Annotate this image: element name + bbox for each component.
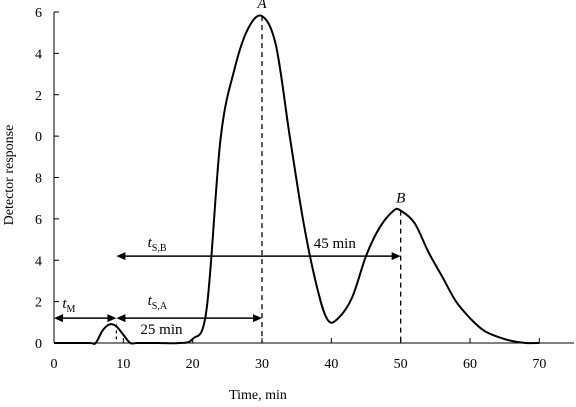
x-tick-label: 40 [324, 357, 338, 372]
y-tick-label: 4 [35, 47, 42, 62]
tsa-arrow [116, 314, 262, 323]
peak-a-label: A [256, 0, 267, 12]
x-tick-label: 20 [186, 357, 200, 372]
y-tick-label: 4 [35, 254, 42, 269]
x-axis-ticks: 0 10 20 30 40 50 60 70 [51, 338, 546, 372]
x-tick-label: 10 [116, 357, 130, 372]
tm-arrow [54, 314, 117, 323]
tsb-label: tS,B [148, 235, 167, 254]
tm-label: tM [62, 296, 75, 315]
retention-annotations: A BtS,B tS,A tM 45 min 25 min [54, 0, 405, 343]
y-tick-label: 0 [35, 130, 42, 145]
y-tick-label: 6 [35, 213, 42, 228]
tsb-arrow [116, 252, 401, 261]
x-axis-label: Time, min [229, 388, 287, 403]
y-tick-label: 2 [35, 296, 42, 311]
y-tick-label: 6 [35, 6, 42, 21]
detector-trace-line [54, 14, 540, 345]
x-tick-label: 60 [463, 357, 477, 372]
tsa-label: tS,A [148, 293, 168, 312]
x-tick-label: 70 [532, 357, 546, 372]
y-axis-label: Detector response [2, 125, 17, 226]
y-tick-label: 8 [35, 172, 42, 187]
x-tick-label: 30 [255, 357, 269, 372]
axes [53, 12, 574, 344]
y-tick-label: 2 [35, 89, 42, 104]
y-axis-ticks: 0 2 4 6 8 0 2 4 6 [35, 6, 59, 352]
x-tick-label: 50 [394, 357, 408, 372]
x-tick-label: 0 [51, 357, 58, 372]
t25-label: 25 min [140, 322, 183, 338]
t45-label: 45 min [314, 236, 357, 252]
peak-b-label: B [396, 191, 405, 207]
y-tick-label: 0 [35, 337, 42, 352]
